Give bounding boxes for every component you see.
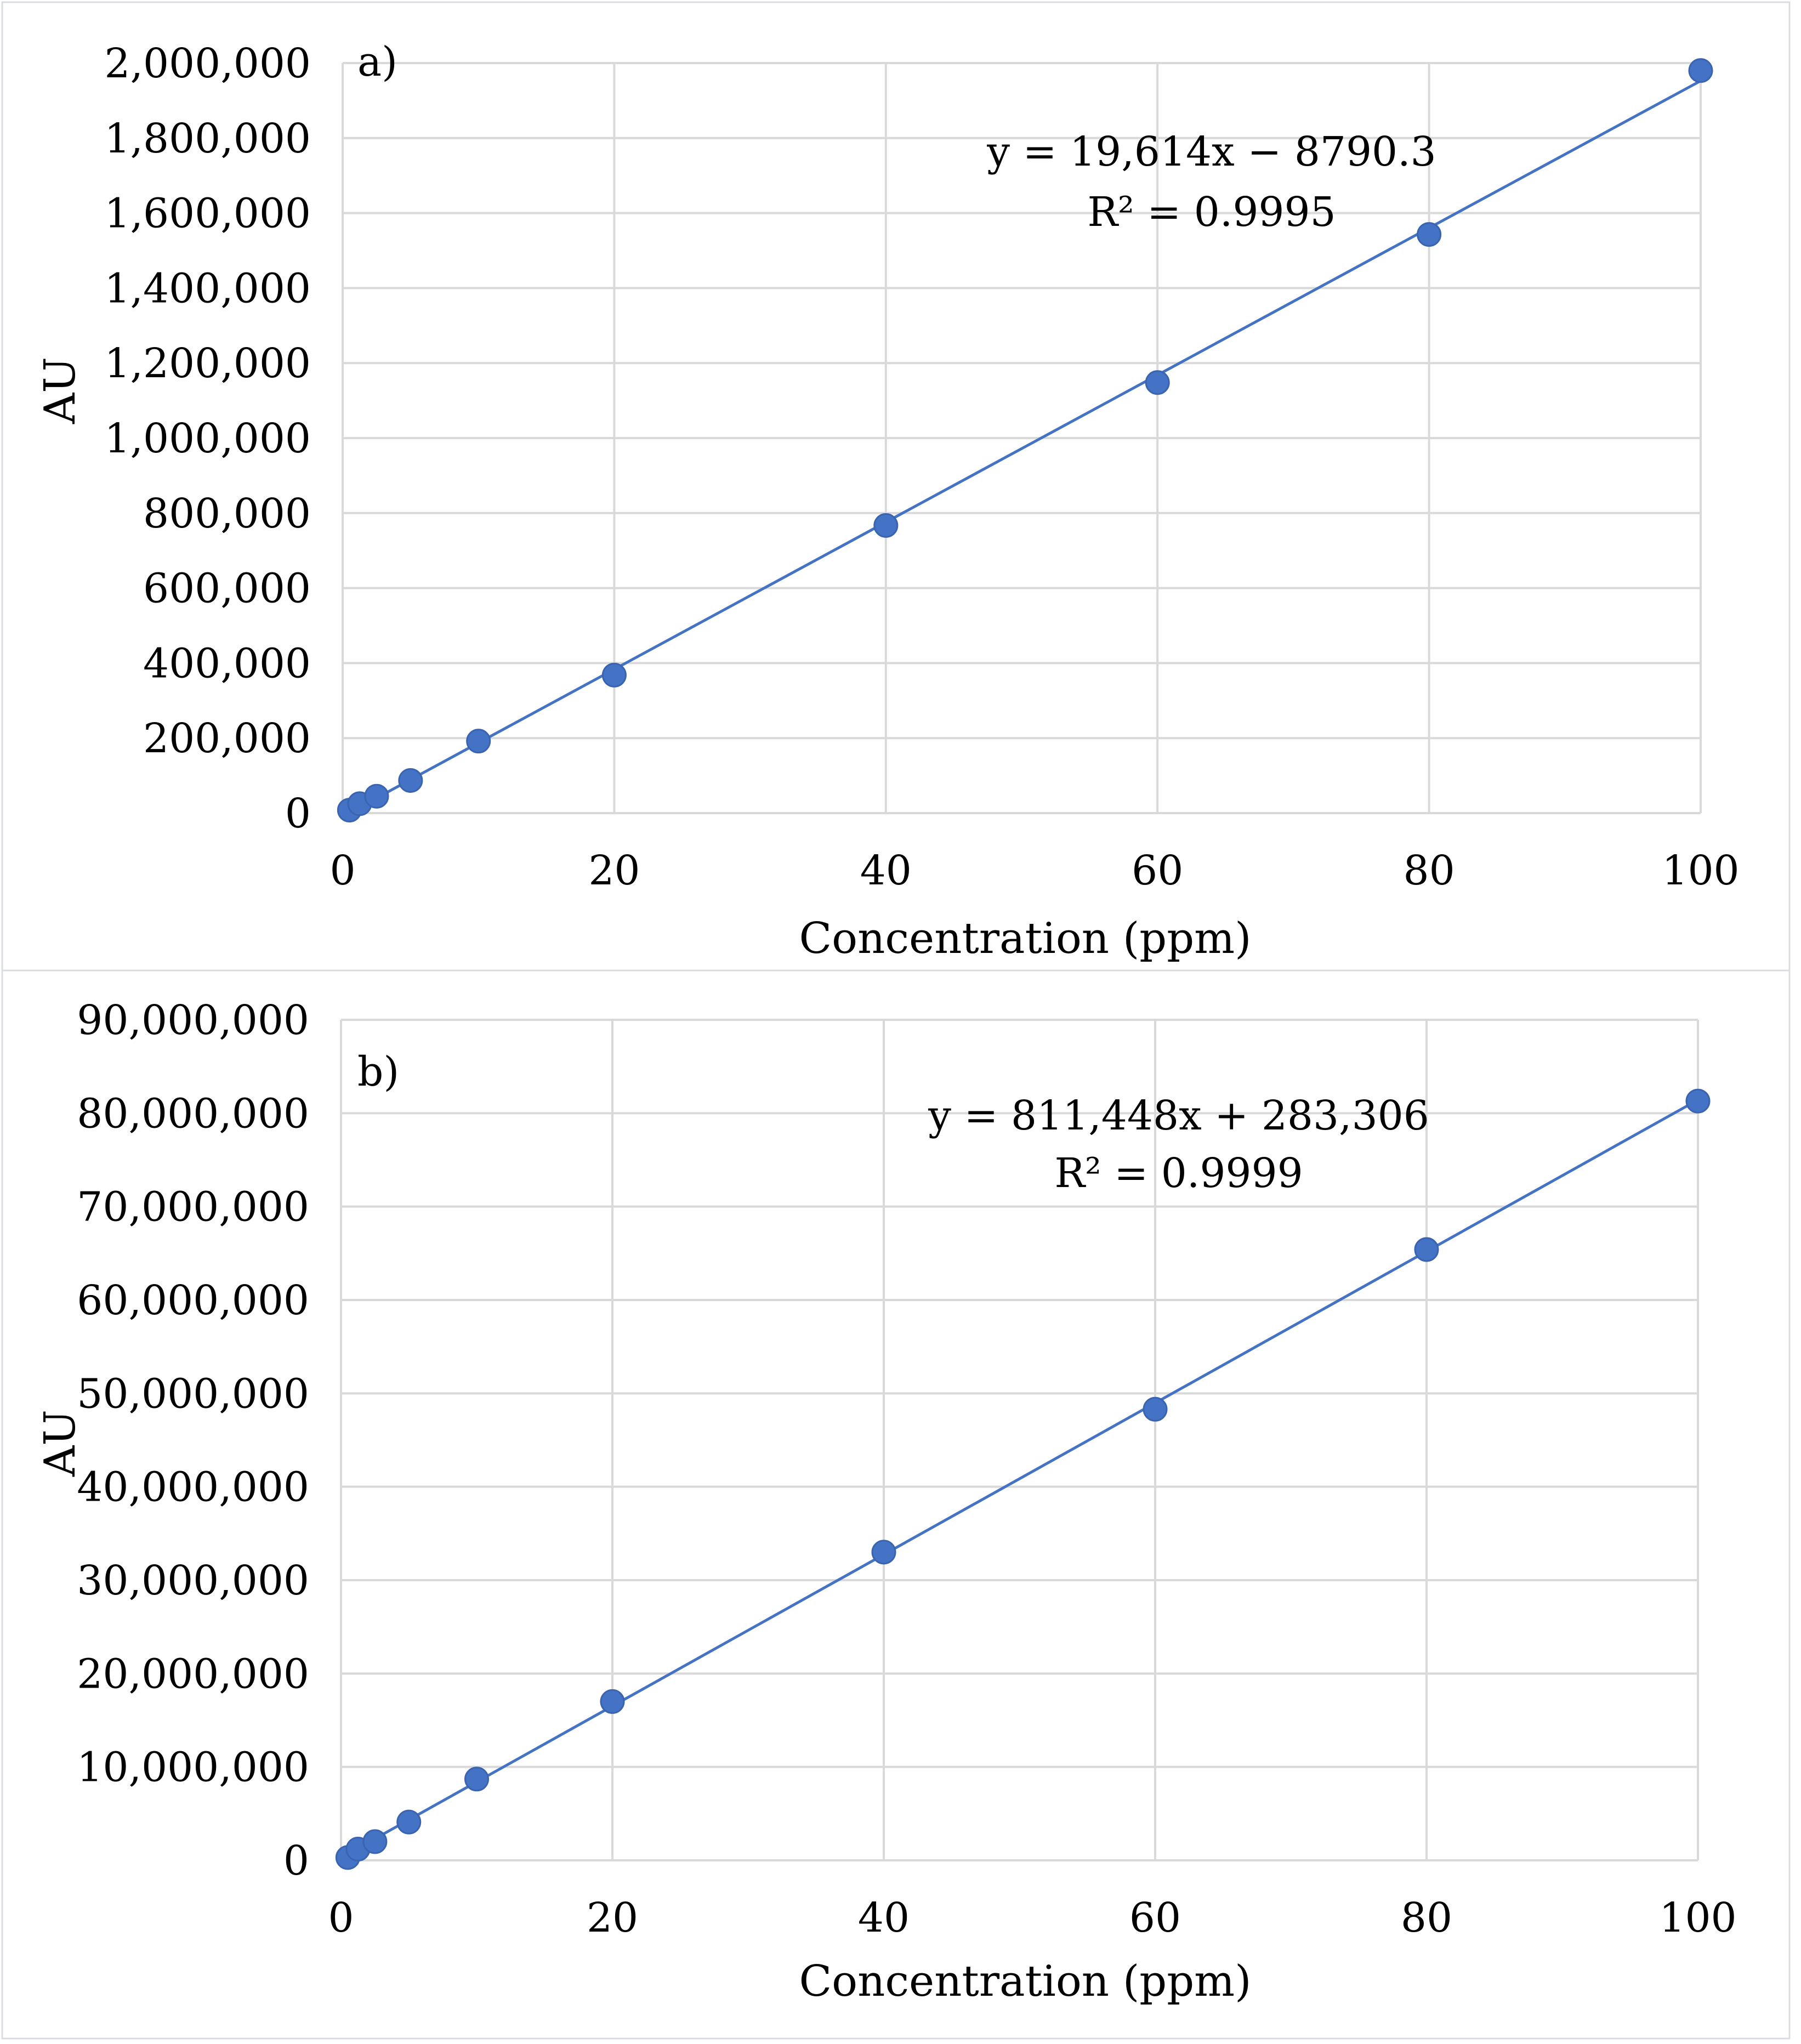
chart-b: 0 10,000,000 20,000,000 30,000,000 40,000,00… xyxy=(36,997,1737,2006)
chart-a-y-tick-label: 1,200,000 xyxy=(104,340,311,387)
chart-b-y-tick-label: 60,000,000 xyxy=(77,1277,309,1324)
chart-b-y-tick-label: 0 xyxy=(283,1837,309,1884)
chart-b-data-point xyxy=(1143,1396,1168,1422)
chart-b-y-tick-label: 90,000,000 xyxy=(77,997,309,1044)
chart-a-x-tick-label: 20 xyxy=(588,847,640,894)
chart-b-x-tick-label: 40 xyxy=(858,1894,910,1941)
chart-b-x-tick-label: 0 xyxy=(328,1894,354,1941)
chart-a-y-tick-label: 1,600,000 xyxy=(104,190,311,237)
chart-b-trendline-layer xyxy=(340,1098,1699,1859)
chart-a-data-point xyxy=(466,729,491,754)
chart-a-y-tick-label: 600,000 xyxy=(143,565,311,612)
chart-a-data-point xyxy=(1688,58,1713,83)
chart-a-data-point xyxy=(1417,222,1442,247)
chart-a-y-axis-title: AU xyxy=(36,357,85,424)
panel-b-frame xyxy=(1,969,1791,2040)
chart-b-r-squared: R² = 0.9999 xyxy=(1054,1150,1303,1197)
chart-a-x-tick-label: 0 xyxy=(329,847,355,894)
chart-a-r-squared: R² = 0.9995 xyxy=(1087,189,1336,236)
chart-a-gridlines xyxy=(342,62,1702,814)
chart-b-data-point xyxy=(871,1540,896,1565)
chart-a-y-tick-label: 400,000 xyxy=(143,640,311,687)
chart-b-y-tick-label: 80,000,000 xyxy=(77,1090,309,1137)
chart-b-y-tick-label: 70,000,000 xyxy=(77,1184,309,1231)
chart-a-trendline-layer xyxy=(348,80,1702,815)
chart-a-data-point xyxy=(398,768,423,793)
chart-a-data-point xyxy=(601,662,627,688)
chart-a-y-tick-label: 200,000 xyxy=(143,715,311,762)
chart-a-y-tick-label: 1,000,000 xyxy=(104,415,311,462)
chart-a-x-tick-label: 60 xyxy=(1132,847,1183,894)
chart-a-equation: y = 19,614x − 8790.3 xyxy=(986,128,1436,175)
chart-a: 0 200,000 400,000 600,000 800,000 1,000,000 1,… xyxy=(36,38,1740,963)
chart-a-data-point xyxy=(364,783,389,809)
chart-b-y-axis-title: AU xyxy=(36,1410,85,1477)
chart-a-y-tick-labels: 0 200,000 400,000 600,000 800,000 1,000,000 1,… xyxy=(104,40,311,837)
chart-b-y-tick-label: 20,000,000 xyxy=(77,1650,309,1697)
chart-a-y-tick-label: 1,800,000 xyxy=(104,115,311,162)
chart-b-x-tick-labels: 0 20 40 60 80 100 xyxy=(328,1894,1736,1941)
chart-b-data-point xyxy=(464,1767,489,1792)
chart-b-y-tick-label: 10,000,000 xyxy=(77,1744,309,1791)
chart-b-data-point xyxy=(396,1809,422,1835)
chart-b-data-point xyxy=(362,1829,388,1854)
chart-b-x-tick-label: 60 xyxy=(1129,1894,1181,1941)
chart-b-y-tick-label: 50,000,000 xyxy=(77,1370,309,1417)
chart-b-data-point xyxy=(600,1689,625,1714)
chart-a-x-tick-label: 100 xyxy=(1662,847,1739,894)
chart-a-y-tick-label: 0 xyxy=(285,790,311,837)
chart-b-x-axis-title: Concentration (ppm) xyxy=(799,1957,1251,2006)
chart-b-y-tick-labels: 0 10,000,000 20,000,000 30,000,000 40,000,00… xyxy=(77,997,309,1884)
chart-a-x-tick-label: 80 xyxy=(1404,847,1455,894)
chart-b-gridlines xyxy=(340,1019,1699,1861)
chart-a-data-point xyxy=(873,513,899,538)
chart-a-y-tick-label: 1,400,000 xyxy=(104,265,311,312)
chart-a-x-tick-labels: 0 20 40 60 80 100 xyxy=(329,847,1739,894)
chart-b-data-point xyxy=(1685,1088,1711,1114)
chart-a-y-tick-label: 800,000 xyxy=(143,490,311,537)
chart-b-x-tick-label: 20 xyxy=(587,1894,638,1941)
chart-b-panel-label: b) xyxy=(357,1048,399,1095)
chart-b-points xyxy=(335,1088,1711,1870)
chart-b-y-tick-label: 40,000,000 xyxy=(77,1464,309,1511)
chart-a-panel-label: a) xyxy=(357,38,397,86)
chart-a-trendline xyxy=(348,80,1702,815)
chart-a-x-axis-title: Concentration (ppm) xyxy=(799,914,1251,963)
chart-b-x-tick-label: 80 xyxy=(1401,1894,1452,1941)
chart-b-equation: y = 811,448x + 283,306 xyxy=(928,1092,1429,1139)
chart-b-x-tick-label: 100 xyxy=(1659,1894,1736,1941)
chart-b-data-point xyxy=(1414,1237,1439,1262)
chart-a-x-tick-label: 40 xyxy=(860,847,912,894)
chart-a-data-point xyxy=(1145,370,1170,395)
chart-a-y-tick-label: 2,000,000 xyxy=(104,40,311,87)
chart-b-trendline xyxy=(340,1098,1699,1859)
chart-b-y-tick-label: 30,000,000 xyxy=(77,1557,309,1604)
chart-a-points xyxy=(337,58,1713,823)
